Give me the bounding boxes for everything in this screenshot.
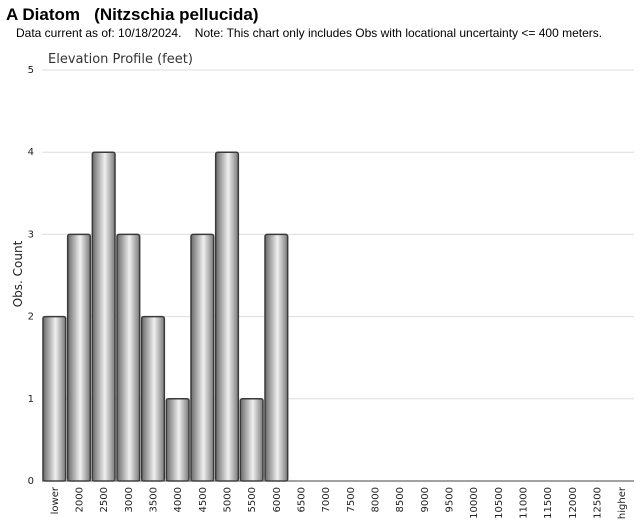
x-tick-label-11500: 11500 [543, 487, 554, 519]
x-tick-label-7500: 7500 [346, 487, 357, 512]
y-tick-label: 5 [28, 65, 34, 76]
x-tick-label-6500: 6500 [297, 487, 308, 512]
grid-lines [42, 69, 634, 400]
bar-3500 [140, 315, 166, 482]
y-tick-label: 3 [28, 229, 34, 240]
x-tick-labels: lower 2000 2500 3000 3500 4000 4500 5000 5500 600… [50, 486, 628, 519]
chart-title: Elevation Profile (feet) [48, 52, 193, 67]
x-tick-label-9000: 9000 [420, 487, 431, 512]
y-tick-labels: 0 1 2 3 4 5 [28, 65, 34, 487]
bar-3000 [116, 233, 141, 482]
species-title: A Diatom (Nitzschia pellucida) [6, 5, 259, 24]
x-tick-label-lower: lower [50, 486, 61, 514]
x-tick-label-4500: 4500 [198, 487, 209, 512]
x-tick-label-10000: 10000 [469, 487, 480, 519]
x-tick-label-8000: 8000 [371, 487, 382, 512]
x-tick-label-8500: 8500 [395, 487, 406, 512]
x-tick-label-6000: 6000 [272, 487, 283, 512]
x-tick-label-5500: 5500 [247, 487, 258, 512]
x-tick-label-11000: 11000 [519, 487, 530, 519]
bar-5000 [214, 151, 240, 482]
bar-6000 [264, 233, 289, 482]
x-tick-label-2500: 2500 [99, 487, 110, 512]
bar-2000 [66, 233, 92, 482]
x-tick-label-3000: 3000 [124, 487, 135, 512]
y-tick-label: 0 [28, 476, 34, 487]
y-tick-label: 2 [28, 312, 34, 323]
x-tick-label-2000: 2000 [75, 487, 86, 512]
bar-lower [42, 315, 67, 482]
x-tick-label-3500: 3500 [149, 487, 160, 512]
bars [42, 151, 289, 482]
x-tick-label-7000: 7000 [321, 487, 332, 512]
x-tick-label-4000: 4000 [173, 487, 184, 512]
x-tick-label-higher: higher [617, 486, 628, 519]
data-note: Data current as of: 10/18/2024. Note: Th… [16, 26, 603, 40]
y-tick-label: 4 [28, 147, 34, 158]
x-tick-label-5000: 5000 [223, 487, 234, 512]
x-tick-label-12500: 12500 [593, 487, 604, 519]
bar-4000 [165, 398, 190, 482]
bar-2500 [91, 151, 116, 482]
x-tick-label-10500: 10500 [494, 487, 505, 519]
bar-4500 [190, 233, 215, 482]
bar-5500 [239, 398, 264, 482]
y-tick-label: 1 [28, 394, 34, 405]
x-tick-label-9500: 9500 [445, 487, 456, 512]
y-axis-label: Obs. Count [11, 240, 25, 307]
x-tick-label-12000: 12000 [568, 487, 579, 519]
